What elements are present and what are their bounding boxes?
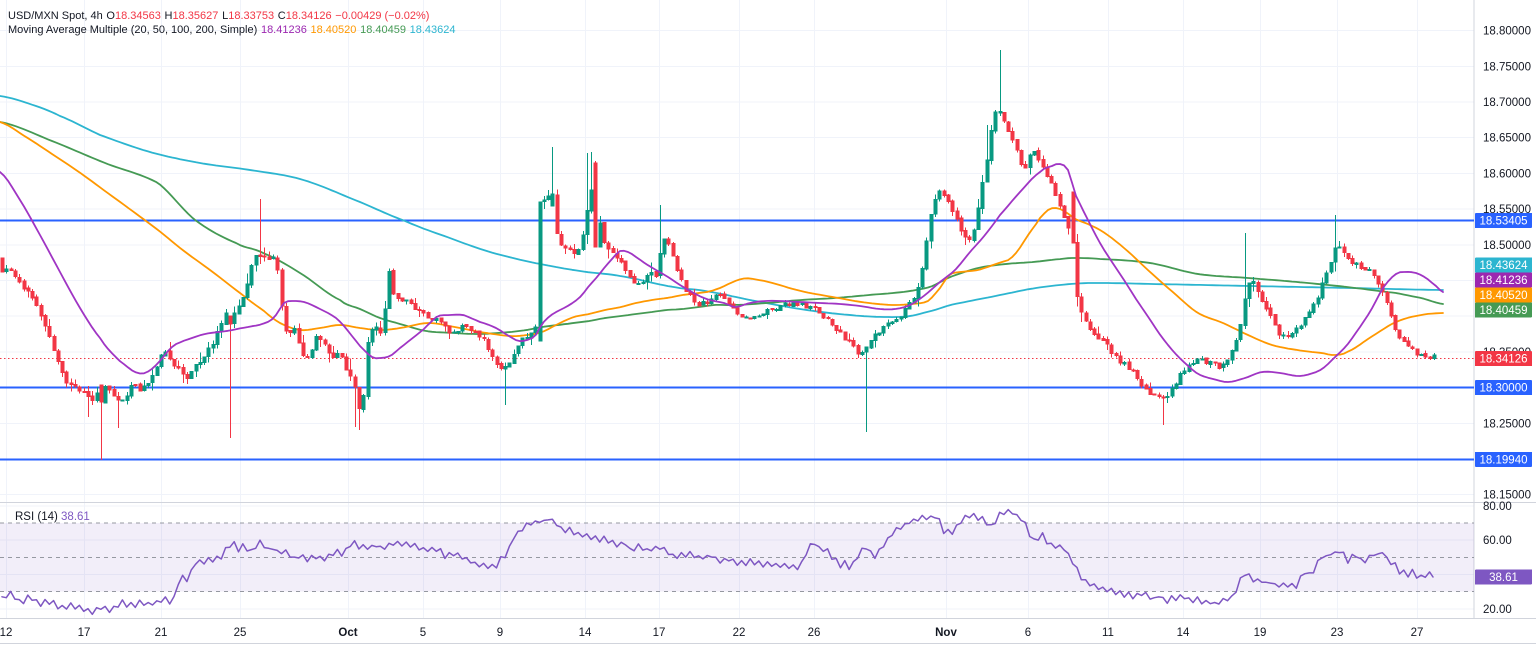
svg-text:Moving Average Multiple (20, 5: Moving Average Multiple (20, 50, 100, 20… (8, 24, 456, 36)
svg-text:21: 21 (155, 627, 168, 639)
svg-text:18.34126: 18.34126 (1480, 354, 1528, 366)
svg-text:17: 17 (78, 627, 91, 639)
svg-text:60.00: 60.00 (1483, 535, 1512, 547)
svg-text:18.19940: 18.19940 (1480, 454, 1528, 466)
svg-text:27: 27 (1411, 627, 1424, 639)
svg-text:18.65000: 18.65000 (1483, 133, 1531, 145)
svg-text:18.70000: 18.70000 (1483, 97, 1531, 109)
svg-text:11: 11 (1102, 627, 1114, 639)
svg-text:9: 9 (497, 627, 503, 639)
svg-text:12: 12 (0, 627, 12, 639)
svg-text:38.61: 38.61 (1489, 572, 1518, 584)
svg-text:18.43624: 18.43624 (1480, 260, 1529, 272)
svg-text:18.40459: 18.40459 (1480, 305, 1528, 317)
svg-text:18.41236: 18.41236 (1480, 275, 1528, 287)
svg-text:17: 17 (653, 627, 666, 639)
svg-text:80.00: 80.00 (1483, 501, 1512, 513)
svg-text:26: 26 (808, 627, 821, 639)
svg-text:6: 6 (1025, 627, 1031, 639)
svg-text:14: 14 (579, 627, 592, 639)
svg-text:14: 14 (1177, 627, 1190, 639)
svg-text:Nov: Nov (935, 627, 957, 639)
svg-text:18.50000: 18.50000 (1483, 240, 1531, 252)
svg-text:19: 19 (1254, 627, 1267, 639)
svg-text:25: 25 (234, 627, 247, 639)
svg-text:18.80000: 18.80000 (1483, 26, 1531, 38)
svg-text:Oct: Oct (338, 627, 357, 639)
svg-text:18.60000: 18.60000 (1483, 168, 1531, 180)
svg-text:20.00: 20.00 (1483, 604, 1512, 616)
svg-text:18.25000: 18.25000 (1483, 418, 1531, 430)
svg-text:18.30000: 18.30000 (1480, 383, 1528, 395)
svg-text:23: 23 (1331, 627, 1344, 639)
svg-text:RSI (14) 38.61: RSI (14) 38.61 (15, 511, 90, 523)
svg-text:18.75000: 18.75000 (1483, 61, 1531, 73)
svg-text:18.53405: 18.53405 (1480, 216, 1528, 228)
svg-text:5: 5 (420, 627, 426, 639)
svg-text:18.40520: 18.40520 (1480, 290, 1528, 302)
svg-text:22: 22 (733, 627, 746, 639)
svg-text:USD/MXN Spot, 4h O18.34563 H18: USD/MXN Spot, 4h O18.34563 H18.35627 L18… (8, 10, 429, 22)
svg-text:18.15000: 18.15000 (1483, 490, 1531, 502)
